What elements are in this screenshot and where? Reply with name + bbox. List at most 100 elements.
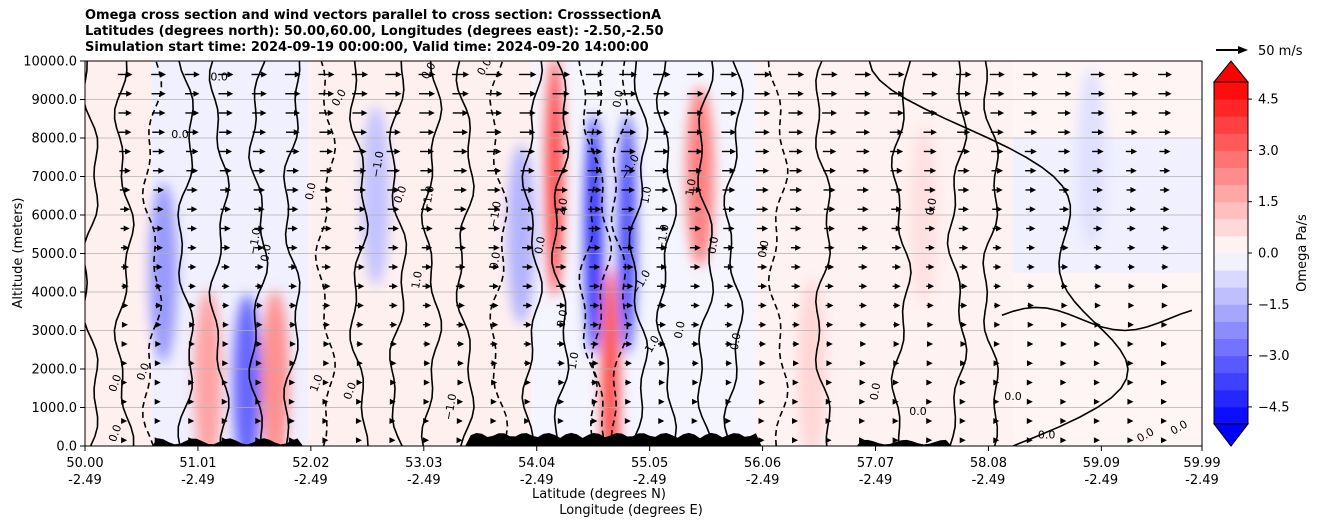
wind-vector-head <box>425 283 432 290</box>
wind-vector-head <box>561 206 568 213</box>
wind-vector-head <box>423 417 430 424</box>
wind-vector-head <box>892 417 899 424</box>
wind-vector-head <box>158 148 165 155</box>
wind-vector-head <box>731 90 738 97</box>
contour-label: 0.0 <box>341 380 359 401</box>
wind-vector-head <box>294 90 301 97</box>
wind-vector-head <box>293 129 300 136</box>
wind-vector-head <box>223 283 230 290</box>
wind-vector-head <box>797 90 804 97</box>
wind-vector-head <box>663 148 670 155</box>
wind-vector-head <box>255 379 262 386</box>
wind-vector-head <box>1127 340 1134 347</box>
wind-vector-head <box>1064 109 1071 116</box>
wind-vector-head <box>159 109 166 116</box>
wind-vector-head <box>795 206 802 213</box>
wind-vector-head <box>993 417 1000 424</box>
wind-vector-head <box>963 148 970 155</box>
colorbar-segment <box>1214 389 1248 408</box>
wind-vector-head <box>158 186 165 193</box>
wind-vector-head <box>1098 129 1105 136</box>
wind-vector-head <box>894 302 901 309</box>
wind-vector-head <box>763 167 770 174</box>
wind-vector-head <box>257 283 264 290</box>
wind-vector-head <box>1095 244 1102 251</box>
wind-vector-head <box>461 148 468 155</box>
wind-vector-head <box>326 186 333 193</box>
wind-vector-head <box>1161 321 1168 328</box>
wind-vector-head <box>864 109 871 116</box>
wind-vector-head <box>1128 283 1135 290</box>
wind-vector-head <box>526 263 533 270</box>
contour-label: −1.0 <box>442 393 459 422</box>
wind-vector-head <box>1163 206 1170 213</box>
wind-vector-head <box>126 71 133 78</box>
wind-vector-head <box>1164 148 1171 155</box>
wind-vector-head <box>797 109 804 116</box>
wind-vector-head <box>897 148 904 155</box>
wind-vector-head <box>1029 225 1036 232</box>
wind-vector-head <box>427 167 434 174</box>
wind-vector-head <box>423 379 430 386</box>
wind-vector-head <box>760 283 767 290</box>
wind-vector-head <box>1127 417 1134 424</box>
wind-vector-head <box>860 340 867 347</box>
wind-vector-head <box>259 186 266 193</box>
wind-vector-head <box>1061 302 1068 309</box>
wind-vector-head <box>525 360 532 367</box>
wind-vector-head <box>1061 283 1068 290</box>
wind-vector-head <box>764 90 771 97</box>
wind-vector-head <box>360 148 367 155</box>
contour-label: 1.0 <box>409 270 425 289</box>
wind-vector-head <box>730 148 737 155</box>
wind-vector-head <box>193 109 200 116</box>
wind-vector-head <box>260 129 267 136</box>
wind-vector-head <box>1165 90 1172 97</box>
omega-contours <box>85 61 1193 446</box>
wind-vector-head <box>1063 186 1070 193</box>
omega-blob <box>618 114 637 355</box>
wind-vector-head <box>355 417 362 424</box>
contour-label: 0.0 <box>134 361 152 382</box>
wind-vector-head <box>359 206 366 213</box>
wind-vector-head <box>593 321 600 328</box>
wind-vector-head <box>661 225 668 232</box>
wind-vector-head <box>898 71 905 78</box>
wind-vector-head <box>793 321 800 328</box>
wind-vector-head <box>830 109 837 116</box>
contour-line <box>655 61 678 446</box>
wind-vector-head <box>792 437 799 444</box>
wind-vector-head <box>626 340 633 347</box>
contour-line <box>814 61 832 446</box>
wind-vector-head <box>393 206 400 213</box>
wind-vector-head <box>965 90 972 97</box>
wind-vector-head <box>126 90 133 97</box>
wind-vector-head <box>392 263 399 270</box>
wind-vector-head <box>1129 225 1136 232</box>
wind-vector-head <box>560 263 567 270</box>
wind-vector-head <box>1165 71 1172 78</box>
contour-label: −1.0 <box>419 185 436 214</box>
colorbar-tick-label: −1.5 <box>1258 298 1290 313</box>
contour-line <box>696 61 715 446</box>
wind-vector-head <box>491 379 498 386</box>
wind-vector-head <box>356 398 363 405</box>
colorbar-tick-label: −3.0 <box>1258 349 1290 364</box>
wind-vector-head <box>425 302 432 309</box>
wind-vector-head <box>390 379 397 386</box>
wind-vector-head <box>1061 321 1068 328</box>
x-tick-label-lon: -2.49 <box>859 473 893 488</box>
wind-vector-head <box>192 167 199 174</box>
wind-vector-head <box>462 109 469 116</box>
wind-vector-head <box>189 302 196 309</box>
wind-vector-head <box>258 225 265 232</box>
wind-vector-head <box>323 321 330 328</box>
wind-vector-head <box>190 263 197 270</box>
wind-vector-head <box>825 437 832 444</box>
wind-vector-head <box>257 263 264 270</box>
colorbar-segment <box>1214 99 1248 117</box>
wind-vector-head <box>1162 283 1169 290</box>
wind-vector-head <box>764 109 771 116</box>
wind-vector-head <box>562 167 569 174</box>
wind-vector-head <box>293 167 300 174</box>
